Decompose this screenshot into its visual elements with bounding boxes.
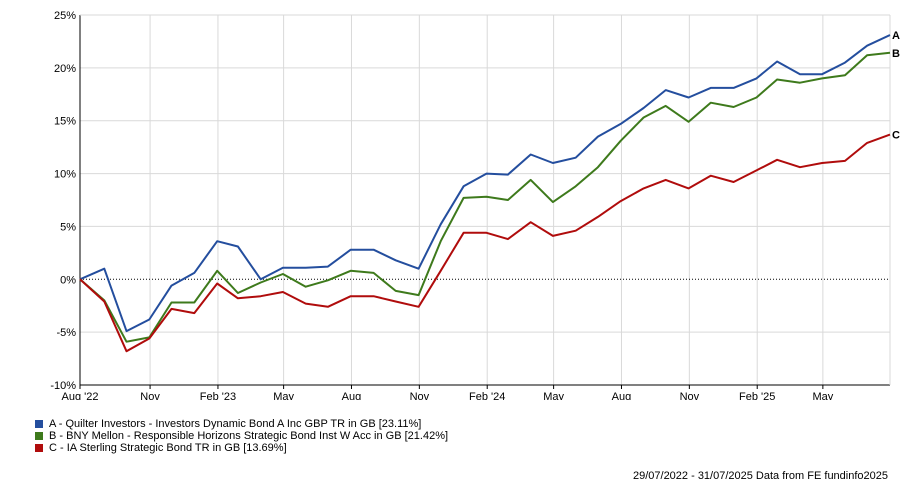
series-line-b — [79, 51, 891, 343]
legend-label-a: A - Quilter Investors - Investors Dynami… — [49, 418, 422, 430]
legend-label-c: C - IA Sterling Strategic Bond TR in GB … — [49, 442, 287, 454]
y-tick-label: 10% — [54, 169, 76, 181]
x-tick-label: Feb '24 — [469, 391, 505, 400]
series-end-label-c: C — [892, 130, 900, 142]
x-tick-label: Feb '23 — [200, 391, 236, 400]
x-tick-label: Feb '25 — [739, 391, 775, 400]
x-tick-label: Nov — [410, 391, 430, 400]
series-line-c — [79, 133, 891, 353]
x-tick-label: May — [812, 391, 833, 400]
legend: A - Quilter Investors - Investors Dynami… — [35, 418, 448, 454]
legend-item-b: B - BNY Mellon - Responsible Horizons St… — [35, 430, 448, 442]
y-tick-label: 25% — [54, 10, 76, 22]
series-end-label-a: A — [892, 30, 900, 42]
x-tick-label: Nov — [680, 391, 700, 400]
source-footer: 29/07/2022 - 31/07/2025 Data from FE fun… — [632, 470, 888, 482]
series-line-a — [79, 34, 891, 333]
legend-swatch-c — [35, 444, 43, 452]
legend-swatch-b — [35, 432, 43, 440]
chart: 25% 20% 15% 10% 5% 0% -5% -10%Aug '22 Nov Feb '23… — [50, 10, 900, 400]
y-tick-label: 20% — [54, 63, 76, 75]
y-tick-label: 5% — [60, 221, 76, 233]
y-tick-label: -5% — [56, 327, 76, 339]
legend-item-a: A - Quilter Investors - Investors Dynami… — [35, 418, 448, 430]
x-tick-label: Nov — [140, 391, 160, 400]
legend-item-c: C - IA Sterling Strategic Bond TR in GB … — [35, 442, 448, 454]
x-tick-label: Aug — [342, 391, 362, 400]
series-end-label-b: B — [892, 48, 900, 60]
y-tick-label: 0% — [60, 274, 76, 286]
y-tick-label: 15% — [54, 116, 76, 128]
x-tick-label: Aug — [612, 391, 632, 400]
legend-label-b: B - BNY Mellon - Responsible Horizons St… — [49, 430, 449, 442]
x-tick-label: May — [543, 391, 564, 400]
legend-swatch-a — [35, 420, 43, 428]
y-tick-label: -10% — [50, 380, 76, 392]
x-tick-label: May — [273, 391, 294, 400]
x-tick-label: Aug '22 — [62, 391, 99, 400]
